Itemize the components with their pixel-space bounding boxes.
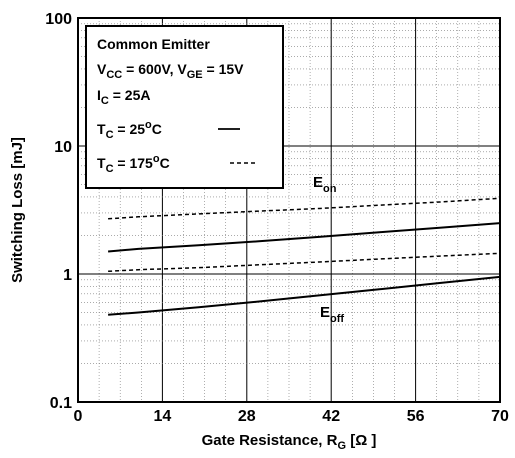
series-line-eon-175c <box>108 197 501 220</box>
legend-box <box>85 25 284 189</box>
plot-frame <box>77 17 501 403</box>
x-tick-label: 28 <box>238 408 256 425</box>
legend-line-2: VCC = 600V, VGE = 15V <box>97 61 244 81</box>
x-tick-label: 56 <box>407 408 425 425</box>
y-axis-title: Switching Loss [mJ] <box>9 137 26 283</box>
eoff-annotation: Eoff <box>320 304 344 325</box>
legend-line-3: IC = 25A <box>97 87 150 107</box>
y-tick-labels: 0.1 1 10 100 <box>45 11 72 412</box>
y-tick-label: 1 <box>63 267 72 284</box>
legend: Common Emitter VCC = 600V, VGE = 15V IC … <box>85 25 284 189</box>
series-line-eon-25c <box>108 222 501 253</box>
series-layer <box>108 197 501 316</box>
y-tick-label: 100 <box>45 11 72 28</box>
series-line-eoff-175c <box>108 252 501 273</box>
eon-annotation: Eon <box>313 174 337 195</box>
x-tick-labels: 0 14 28 42 56 70 <box>74 408 509 425</box>
legend-line-5: TC = 175oC <box>97 153 170 175</box>
legend-line-4: TC = 25oC <box>97 119 162 141</box>
x-tick-label: 0 <box>74 408 83 425</box>
legend-line-1: Common Emitter <box>97 36 210 52</box>
series-line-eoff-25c <box>108 275 501 316</box>
x-tick-label: 42 <box>322 408 340 425</box>
x-axis-title: Gate Resistance, RG [Ω ] <box>202 432 377 452</box>
x-tick-label: 70 <box>491 408 509 425</box>
y-tick-label: 0.1 <box>50 395 72 412</box>
x-tick-label: 14 <box>154 408 172 425</box>
y-tick-label: 10 <box>54 139 72 156</box>
